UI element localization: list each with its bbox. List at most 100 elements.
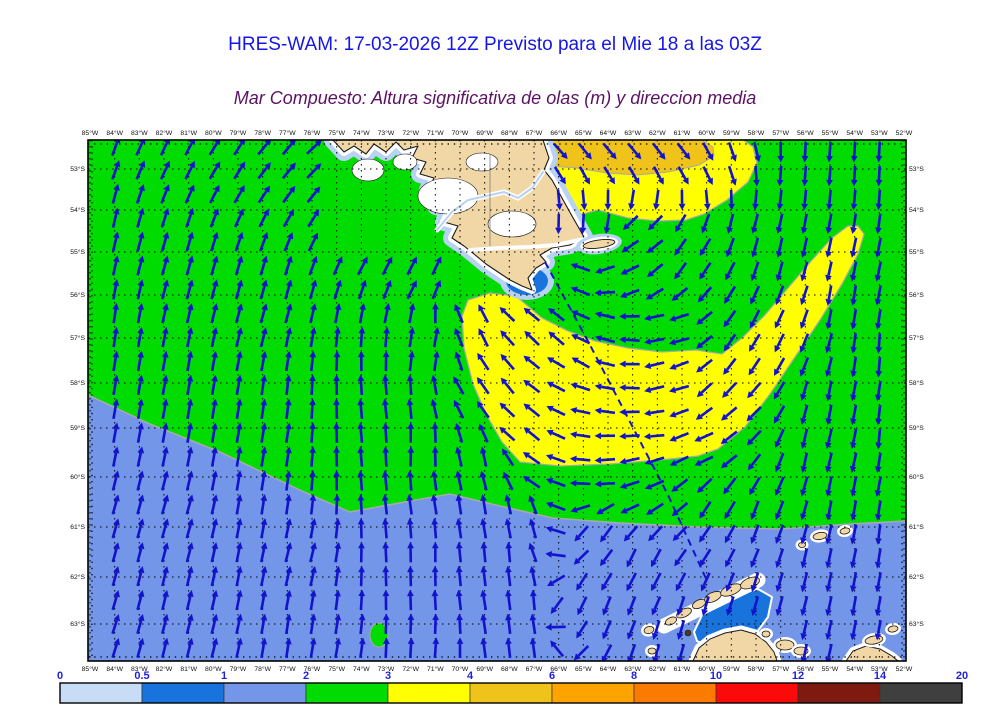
wave-direction-arrow [775,261,784,282]
wave-direction-arrow [281,140,296,156]
wave-direction-arrow [550,640,565,658]
lat-label-left: 61°S [70,523,85,531]
wave-direction-arrow [382,589,390,611]
wave-direction-arrow [185,303,194,324]
wave-direction-arrow [111,638,121,658]
wave-direction-arrow [358,326,366,348]
wave-direction-arrow [676,619,686,640]
wave-direction-arrow [826,189,833,211]
wave-direction-arrow [594,359,616,367]
wave-direction-arrow [545,478,566,488]
wave-direction-arrow [186,350,194,372]
wave-direction-arrow [725,548,736,568]
wave-direction-arrow [699,524,712,543]
lon-label-top: 69°W [476,129,493,137]
wave-direction-arrow [333,446,340,467]
wave-direction-arrow [500,330,516,347]
wave-direction-arrow [455,518,463,539]
colorbar-segment [879,682,963,704]
wave-direction-arrow [306,140,322,155]
wave-direction-arrow [504,494,513,515]
wave-direction-arrow [875,141,883,163]
lon-label-bottom: 69°W [476,665,493,673]
wave-direction-arrow [135,160,146,180]
wave-direction-arrow [309,446,316,467]
wave-direction-arrow [620,264,640,275]
wave-direction-arrow [850,285,858,306]
wave-direction-arrow [499,426,516,442]
wave-direction-arrow [309,613,317,635]
colorbar-label: 4 [467,670,474,682]
colorbar-segment [305,682,389,704]
wave-direction-arrow [750,500,760,521]
wave-direction-arrow [874,237,882,258]
wave-direction-arrow [284,303,293,324]
wave-direction-arrow [699,261,712,280]
wave-direction-arrow [186,446,194,467]
wave-direction-arrow [136,613,145,635]
wave-direction-arrow [431,279,442,300]
lon-label-top: 68°W [501,129,518,137]
wave-direction-arrow [825,595,833,617]
lat-label-right: 54°S [909,206,924,214]
route-dashed-line [544,261,709,584]
wave-direction-arrow [407,541,414,563]
lon-label-bottom: 58°W [748,665,765,673]
wave-direction-arrow [432,637,440,658]
wave-direction-arrow [874,380,882,402]
wave-direction-arrow [332,256,343,276]
wave-direction-arrow [209,208,220,228]
wave-direction-arrow [111,566,120,587]
wave-direction-arrow [697,477,713,494]
wave-direction-arrow [478,328,489,348]
wave-direction-arrow [577,596,588,616]
wave-direction-arrow [570,504,591,513]
lon-label-bottom: 77°W [279,665,296,673]
wave-direction-arrow [382,637,390,658]
wave-direction-arrow [453,376,465,395]
wave-direction-arrow [850,165,858,187]
wave-direction-arrow [112,398,120,420]
wave-direction-arrow [753,141,761,163]
wave-direction-arrow [749,476,761,496]
wave-direction-arrow [235,565,243,587]
wave-direction-arrow [801,165,809,187]
wave-direction-arrow [750,596,760,617]
wave-direction-arrow [161,446,169,467]
wave-direction-arrow [381,494,389,515]
wave-direction-arrow [652,166,664,185]
wave-direction-arrow [594,456,616,464]
wave-direction-arrow [309,589,317,611]
wave-direction-arrow [431,565,439,587]
wave-direction-arrow [259,231,269,252]
wave-direction-arrow [651,596,662,616]
wave-direction-arrow [455,541,463,563]
wave-direction-arrow [528,542,538,563]
wave-direction-arrow [547,574,566,587]
wave-direction-arrow [505,541,513,563]
wave-direction-arrow [674,548,688,567]
wave-direction-arrow [699,548,712,567]
wave-direction-arrow [358,541,365,563]
wave-direction-arrow [643,432,665,440]
lon-label-top: 55°W [822,129,839,137]
wave-direction-arrow [259,327,268,348]
wave-direction-arrow [136,303,144,324]
wave-direction-arrow [136,590,145,611]
wave-direction-arrow [210,565,219,587]
wave-direction-arrow [752,189,759,211]
wave-direction-arrow [406,280,417,300]
wave-direction-arrow [504,518,512,539]
wave-direction-arrow [112,326,120,348]
wave-direction-arrow [546,501,566,512]
lat-label-right: 63°S [909,620,924,628]
wave-direction-arrow [333,398,340,419]
colorbar-segment [223,682,307,704]
wave-direction-arrow [753,165,760,187]
wave-direction-arrow [620,288,640,299]
lon-label-top: 62°W [649,129,666,137]
wave-direction-arrow [728,189,735,211]
wave-direction-arrow [112,374,120,396]
